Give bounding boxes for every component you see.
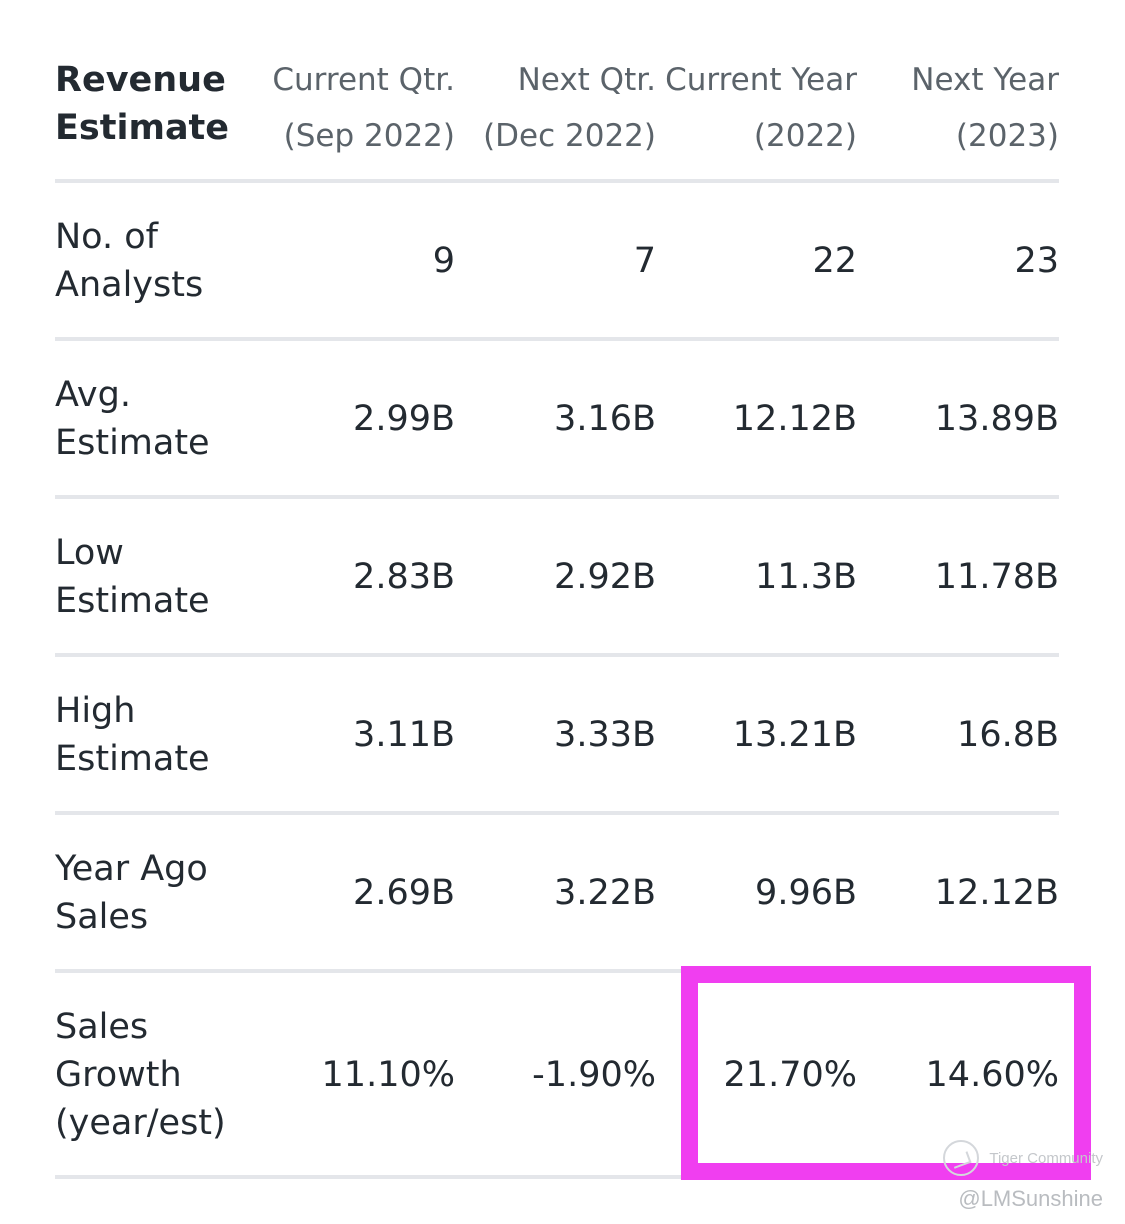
watermark-user: @LMSunshine (958, 1186, 1103, 1211)
column-header-line2: (2022) (753, 118, 857, 154)
table-row-sales-growth: Sales Growth (year/est) 11.10% -1.90% 21… (55, 973, 1059, 1175)
column-header-next-qtr: Next Qtr. (Dec 2022) (483, 52, 656, 164)
row-label-line2: Analysts (55, 265, 204, 305)
cell-current-qtr: 2.83B (353, 557, 455, 597)
table-row-year-ago-sales: Year Ago Sales 2.69B 3.22B 9.96B 12.12B (55, 815, 1059, 969)
row-label-line2: Growth (55, 1055, 182, 1095)
row-divider (55, 495, 1059, 499)
cell-current-year: 9.96B (755, 873, 857, 913)
cell-next-year: 23 (1014, 241, 1059, 281)
row-label-line1: High (55, 691, 136, 731)
cell-current-year: 21.70% (723, 1055, 857, 1095)
table-row-avg-estimate: Avg. Estimate 2.99B 3.16B 12.12B 13.89B (55, 341, 1059, 495)
cell-next-year: 13.89B (934, 399, 1059, 439)
cell-current-qtr: 3.11B (353, 715, 455, 755)
column-header-current-year: Current Year (2022) (665, 52, 857, 164)
cell-next-qtr: 7 (633, 241, 656, 281)
cell-current-year: 12.12B (732, 399, 857, 439)
table-title-line1: Revenue (55, 60, 226, 100)
row-divider (55, 969, 1059, 973)
column-header-line2: (2023) (955, 118, 1059, 154)
cell-current-qtr: 11.10% (321, 1055, 455, 1095)
table-row-low-estimate: Low Estimate 2.83B 2.92B 11.3B 11.78B (55, 499, 1059, 653)
row-label: High Estimate (55, 687, 210, 783)
table-header: Revenue Estimate Current Qtr. (Sep 2022)… (55, 52, 1059, 180)
row-label: Avg. Estimate (55, 371, 210, 467)
cell-current-year: 22 (812, 241, 857, 281)
row-label-line1: Low (55, 533, 124, 573)
row-label: Low Estimate (55, 529, 210, 625)
row-label-line1: No. of (55, 217, 158, 257)
cell-next-year: 16.8B (957, 715, 1059, 755)
cell-next-qtr: 3.16B (554, 399, 656, 439)
cell-next-qtr: 3.33B (554, 715, 656, 755)
cell-next-qtr: 3.22B (554, 873, 656, 913)
cell-current-qtr: 2.99B (353, 399, 455, 439)
row-label-line2: Estimate (55, 423, 210, 463)
highlight-box (681, 966, 1091, 1180)
cell-next-qtr: -1.90% (532, 1055, 656, 1095)
cell-current-qtr: 9 (432, 241, 455, 281)
column-header-current-qtr: Current Qtr. (Sep 2022) (272, 52, 455, 164)
cell-next-qtr: 2.92B (554, 557, 656, 597)
row-label-line2: Sales (55, 897, 149, 937)
row-label: Year Ago Sales (55, 845, 208, 941)
row-label: No. of Analysts (55, 213, 203, 309)
row-label: Sales Growth (year/est) (55, 1003, 226, 1147)
table-title-line2: Estimate (55, 108, 230, 148)
row-divider (55, 1175, 1059, 1179)
row-divider (55, 337, 1059, 341)
cell-next-year: 12.12B (934, 873, 1059, 913)
table-row-no-of-analysts: No. of Analysts 9 7 22 23 (55, 183, 1059, 337)
row-label-line2: Estimate (55, 581, 210, 621)
cell-current-qtr: 2.69B (353, 873, 455, 913)
table-title: Revenue Estimate (55, 56, 229, 152)
row-label-line1: Avg. (55, 375, 131, 415)
row-label-line1: Year Ago (55, 849, 208, 889)
column-header-line2: (Sep 2022) (283, 118, 455, 154)
row-divider (55, 179, 1059, 183)
row-label-line2: Estimate (55, 739, 210, 779)
row-label-line1: Sales (55, 1007, 149, 1047)
cell-current-year: 11.3B (755, 557, 857, 597)
column-header-line1: Current Qtr. (272, 62, 455, 98)
row-label-line3: (year/est) (55, 1103, 226, 1143)
cell-next-year: 14.60% (925, 1055, 1059, 1095)
table-row-high-estimate: High Estimate 3.11B 3.33B 13.21B 16.8B (55, 657, 1059, 811)
column-header-line1: Current Year (665, 62, 857, 98)
column-header-line1: Next Year (911, 62, 1059, 98)
tiger-community-logo-icon (943, 1140, 979, 1176)
column-header-line2: (Dec 2022) (483, 118, 656, 154)
cell-current-year: 13.21B (732, 715, 857, 755)
column-header-line1: Next Qtr. (517, 62, 656, 98)
row-divider (55, 653, 1059, 657)
row-divider (55, 811, 1059, 815)
cell-next-year: 11.78B (934, 557, 1059, 597)
watermark-brand: Tiger Community (989, 1150, 1103, 1167)
column-header-next-year: Next Year (2023) (911, 52, 1059, 164)
